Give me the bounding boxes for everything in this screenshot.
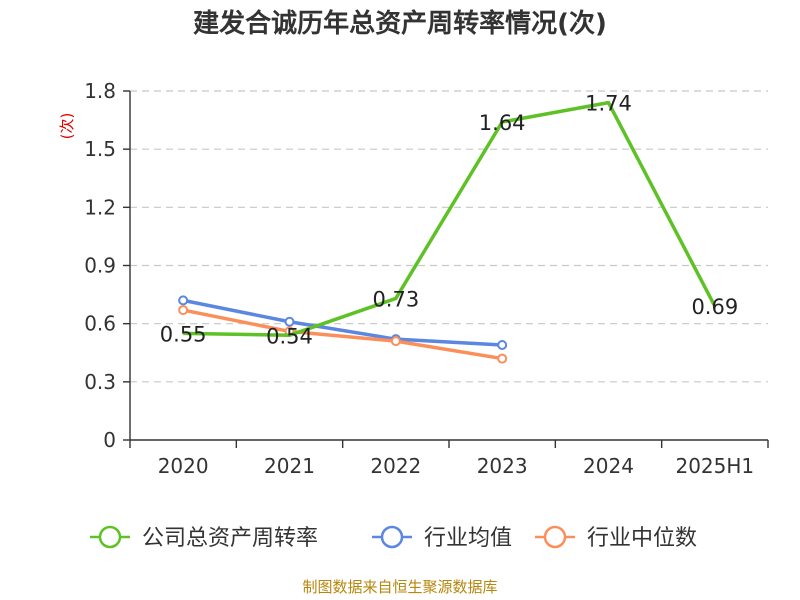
x-tick-label: 2022: [370, 454, 421, 478]
series-line: [182, 308, 503, 361]
data-point: [390, 336, 401, 347]
legend-item: 行业中位数: [535, 525, 697, 551]
data-point: [497, 353, 508, 364]
y-tick-label: 0: [103, 428, 116, 452]
axes: 0 0.3 0.6 0.9 1.2 1.5 1.8 2020 2021 2022 2023 2024 2…: [84, 79, 769, 478]
x-tick-label: 2021: [264, 454, 315, 478]
y-tick-label: 0.6: [84, 312, 116, 336]
y-axis-label: (次): [58, 113, 76, 140]
x-tick-label: 2025H1: [675, 454, 754, 478]
y-tick-label: 0.9: [84, 254, 116, 278]
data-point: [178, 295, 189, 306]
data-point: [284, 316, 295, 327]
y-tick-label: 0.3: [84, 370, 116, 394]
legend-label: 行业均值: [424, 526, 512, 551]
x-tick-label: 2023: [477, 454, 528, 478]
data-point: [497, 339, 508, 350]
source-note: 制图数据来自恒生聚源数据库: [302, 578, 497, 596]
legend-label: 公司总资产周转率: [142, 526, 318, 551]
legend-marker: [380, 525, 404, 549]
x-tick-label: 2020: [158, 454, 209, 478]
data-point: [178, 305, 189, 316]
legend-item: 行业均值: [372, 525, 512, 551]
legend: 公司总资产周转率 行业均值 行业中位数: [90, 525, 697, 551]
series-line: [183, 100, 717, 338]
data-label: 1.64: [479, 111, 526, 135]
legend-label: 行业中位数: [587, 526, 697, 551]
y-tick-label: 1.5: [84, 137, 116, 161]
y-tick-label: 1.8: [84, 79, 116, 103]
data-label: 0.73: [372, 287, 419, 311]
data-labels: 0.55 0.54 0.73 1.64 1.74 0.69: [160, 92, 738, 349]
data-label: 1.74: [585, 92, 632, 116]
chart-title: 建发合诚历年总资产周转率情况(次): [193, 8, 607, 39]
legend-marker: [98, 525, 122, 549]
y-tick-label: 1.2: [84, 195, 116, 219]
legend-item: 公司总资产周转率: [90, 525, 318, 551]
data-label: 0.54: [266, 324, 313, 348]
legend-marker: [543, 525, 567, 549]
series-group: [178, 100, 717, 364]
data-label: 0.55: [160, 322, 207, 346]
data-label: 0.69: [691, 295, 738, 319]
grid-lines: [130, 90, 768, 383]
x-tick-label: 2024: [583, 454, 634, 478]
series-line: [182, 298, 503, 347]
